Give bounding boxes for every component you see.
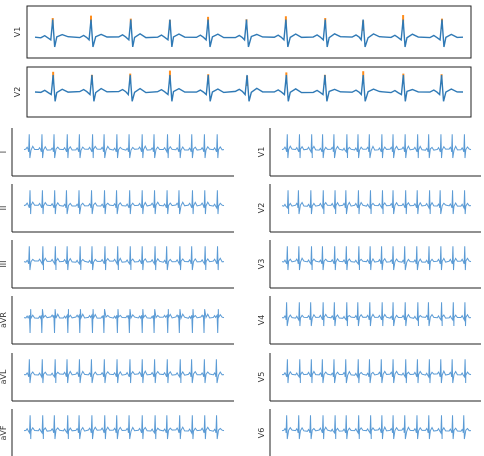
highlighted-lead-panels: V1 V2 [13, 5, 472, 118]
trace-line [23, 415, 225, 440]
panel-frame [26, 66, 472, 118]
trace-line [281, 302, 472, 327]
trace-line [34, 74, 464, 102]
lead-panel-v4: V4 [257, 296, 481, 345]
highlighted-panel-v1: V1 [13, 5, 472, 59]
lead-panel-i: I [0, 128, 234, 177]
lead-panel-avf: aVF [0, 409, 225, 456]
trace-line [281, 134, 472, 159]
lead-panel-ii: II [0, 184, 234, 233]
trace-line [23, 309, 225, 333]
trace-line [281, 246, 472, 271]
trace-line [34, 19, 464, 48]
lead-label: V5 [257, 372, 266, 383]
lead-panel-avl: aVL [0, 353, 234, 402]
trace-line [23, 134, 225, 159]
trace-line [23, 190, 225, 215]
lead-panel-iii: III [0, 240, 234, 289]
lead-panel-v1: V1 [257, 128, 481, 177]
lead-label: V2 [13, 87, 22, 98]
twelve-lead-grid: IIIIIIaVRaVLaVFV1V2V3V4V5V6 [0, 128, 481, 456]
lead-label: V4 [257, 315, 266, 326]
lead-label: aVF [0, 425, 8, 440]
trace-line [23, 246, 225, 271]
lead-label: V3 [257, 259, 266, 270]
lead-panel-v3: V3 [257, 240, 481, 289]
lead-label: V2 [257, 203, 266, 214]
lead-label: III [0, 260, 8, 267]
lead-panel-avr: aVR [0, 296, 234, 345]
lead-panel-v2: V2 [257, 184, 481, 233]
lead-label: V6 [257, 428, 266, 439]
lead-label: V1 [257, 147, 266, 158]
lead-label: aVL [0, 369, 8, 384]
lead-panel-v5: V5 [257, 353, 481, 402]
highlighted-panel-v2: V2 [13, 66, 472, 118]
trace-line [23, 359, 225, 384]
lead-panel-v6: V6 [257, 409, 472, 456]
lead-label: V1 [13, 27, 22, 38]
panel-frame [26, 5, 472, 59]
lead-label: I [0, 151, 8, 153]
trace-line [281, 190, 472, 215]
trace-line [281, 359, 472, 384]
trace-line [281, 415, 472, 440]
lead-label: II [0, 206, 8, 211]
lead-label: aVR [0, 312, 8, 328]
